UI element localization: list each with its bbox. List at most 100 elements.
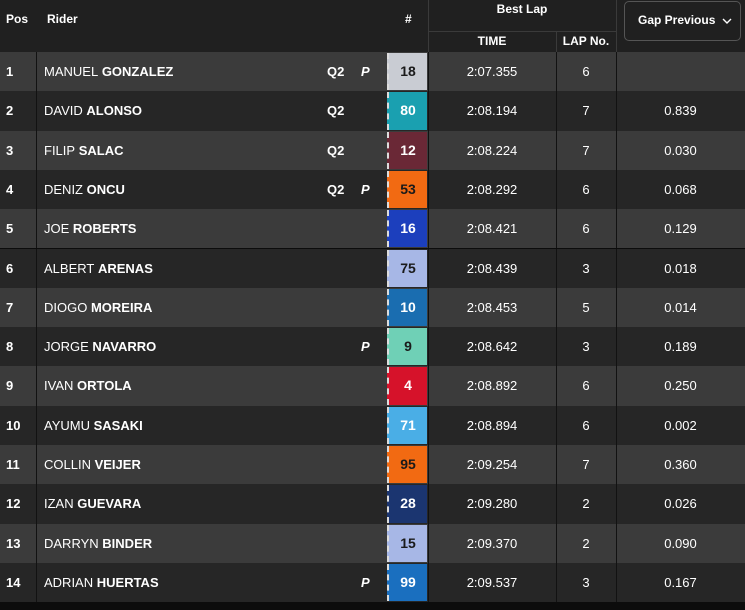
column-divider [616,445,617,485]
last-name: ORTOLA [77,378,132,394]
column-divider [36,91,37,131]
column-divider [616,52,617,92]
column-divider [36,169,37,210]
gap-previous: 0.090 [664,535,697,551]
rider-number: 12 [387,131,427,169]
position: 10 [6,417,21,433]
first-name: ALBERT [44,260,95,276]
column-divider [36,327,37,367]
column-divider [616,169,617,210]
lap-number: 6 [582,221,590,237]
column-divider [36,130,37,170]
gap-dropdown[interactable]: Gap Previous [624,1,741,41]
column-divider [616,562,617,603]
header-bar [0,0,745,52]
last-name: BINDER [102,535,153,551]
first-name: ADRIAN [44,574,94,590]
position: 7 [6,299,14,315]
lap-number: 2 [582,496,590,512]
column-divider [428,523,429,563]
column-divider [36,445,37,485]
column-divider [556,91,557,131]
first-name: JOE [44,221,70,237]
rider-number: 80 [387,92,427,130]
best-lap-time: 2:09.280 [466,496,518,512]
session-tag: Q2 [327,181,345,197]
column-divider [428,52,429,92]
column-divider [616,405,617,445]
column-divider [556,445,557,485]
column-divider [556,366,557,406]
column-divider [36,484,37,524]
column-divider [428,287,429,328]
first-name: IVAN [44,378,74,394]
best-lap-time: 2:09.370 [466,535,518,551]
first-name: DIOGO [44,299,88,315]
first-name: FILIP [44,142,76,158]
table-row: 11 COLLIN VEIJER 95 2:09.254 7 0.360 [0,445,745,485]
last-name: ARENAS [97,260,153,276]
best-lap-time: 2:08.892 [466,378,518,394]
rider-name: FILIP SALAC [44,131,123,170]
lap-number: 6 [582,181,590,197]
best-lap-time: 2:07.355 [466,64,518,79]
table-row: 7 DIOGO MOREIRA 10 2:08.453 5 0.014 [0,287,745,328]
column-divider [36,248,37,288]
table-row: 10 AYUMU SASAKI 71 2:08.894 6 0.002 [0,405,745,445]
column-divider [616,287,617,328]
number-header: # [405,12,412,26]
best-lap-time: 2:08.894 [466,417,518,433]
best-lap-time: 2:09.254 [466,457,518,472]
best-lap-time: 2:08.439 [466,260,518,276]
column-divider [36,523,37,563]
chevron-icon [722,18,732,24]
position: 8 [6,339,14,355]
lap-header: LAP No. [562,34,610,48]
column-divider [428,248,429,288]
first-name: DARRYN [44,535,99,551]
table-row: 2 DAVID ALONSO Q2 80 2:08.194 7 0.839 [0,91,745,131]
session-tag: Q2 [327,103,345,119]
flag-icon: P [361,64,370,79]
gap-previous: 0.360 [664,457,697,472]
gap-previous: 0.026 [664,496,697,512]
column-divider [428,130,429,170]
column-divider [428,209,429,249]
pos-header: Pos [6,12,29,26]
rider-number: 15 [387,524,427,562]
best-lap-time: 2:08.421 [466,221,518,237]
best-lap-time: 2:08.292 [466,181,518,197]
column-divider [36,562,37,603]
rider-name: IVAN ORTOLA [44,366,132,405]
position: 1 [6,64,14,79]
column-divider [556,248,557,288]
rider-number: 10 [387,288,427,327]
position: 6 [6,260,14,276]
column-divider [428,91,429,131]
column-divider [556,405,557,445]
position: 9 [6,378,14,394]
rider-header: Rider [47,12,78,26]
column-divider [428,169,429,210]
column-divider [556,169,557,210]
table-row: 1 MANUEL GONZALEZ Q2 P 18 2:07.355 6 [0,52,745,92]
gap-previous: 0.129 [664,221,697,237]
rider-name: AYUMU SASAKI [44,406,143,445]
rider-name: IZAN GUEVARA [44,484,141,523]
session-tag: Q2 [327,142,345,158]
gap-previous: 0.002 [664,417,697,433]
best-lap-time: 2:08.224 [466,142,518,158]
column-divider [556,130,557,170]
best-lap-header: Best Lap [496,2,548,16]
column-divider [556,209,557,249]
lap-number: 2 [582,535,590,551]
column-divider [428,366,429,406]
last-name: ROBERTS [72,221,137,237]
last-name: VEIJER [94,457,141,472]
position: 3 [6,142,14,158]
table-row: 4 DENIZ ONCU Q2 P 53 2:08.292 6 0.068 [0,169,745,210]
best-lap-time: 2:08.453 [466,299,518,315]
divider [556,31,557,52]
rider-name: MANUEL GONZALEZ [44,52,173,91]
rider-name: DIOGO MOREIRA [44,288,152,327]
